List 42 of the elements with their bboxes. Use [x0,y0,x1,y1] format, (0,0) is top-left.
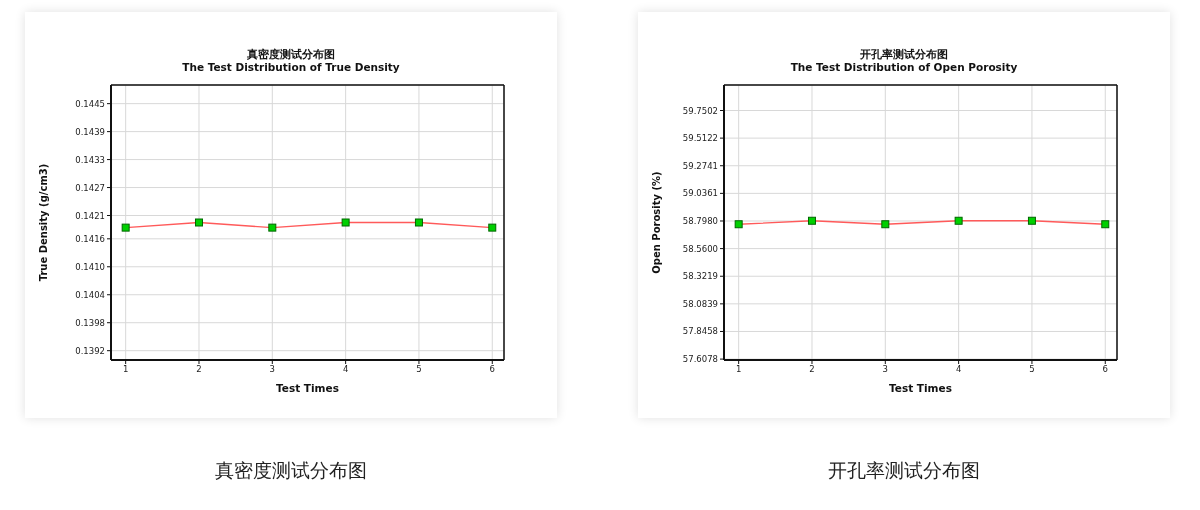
y-tick-label: 59.7502 [682,105,718,116]
y-tick-label: 59.0361 [682,188,718,199]
x-tick-label: 5 [1029,364,1035,375]
x-tick-label: 3 [882,364,889,375]
y-tick-label: 0.1416 [75,233,105,244]
x-axis-title: Test Times [889,382,952,394]
y-axis-title: Open Porosity (%) [650,171,662,274]
x-axis-title: Test Times [276,382,339,394]
text: 真密度测试分布图 [214,458,368,483]
y-tick-label: 58.7980 [682,216,718,227]
x-tick-label: 5 [416,364,422,375]
x-tick-label: 2 [809,364,815,375]
y-tick-label: 0.1427 [75,182,105,193]
y-tick-label: 58.5600 [682,243,718,254]
y-tick-label: 0.1421 [75,210,105,221]
y-tick-label: 0.1439 [75,126,105,137]
chart-subtitle: The Test Distribution of True Density [181,61,401,74]
text: 开孔率测试分布图 [827,458,981,483]
y-tick-label: 0.1433 [75,154,105,165]
y-axis-title: True Density (g/cm3) [37,163,49,282]
x-tick-label: 6 [1102,364,1108,375]
x-tick-label: 4 [955,364,962,375]
y-tick-label: 0.1410 [75,261,105,272]
y-tick-label: 57.6078 [682,354,718,365]
y-tick-label: 57.8458 [682,326,718,337]
chart-title: 开孔率测试分布图 [859,48,949,61]
x-tick-label: 1 [735,364,742,375]
x-tick-label: 2 [196,364,202,375]
x-tick-label: 4 [342,364,349,375]
y-tick-label: 0.1392 [75,345,105,356]
y-tick-label: 0.1445 [75,98,105,109]
y-tick-label: 58.3219 [682,271,718,282]
y-tick-label: 59.5122 [682,133,718,144]
y-tick-label: 58.0839 [682,298,718,309]
y-tick-label: 0.1404 [75,289,105,300]
x-tick-label: 6 [489,364,495,375]
x-tick-label: 3 [269,364,276,375]
y-tick-label: 59.2741 [682,160,718,171]
chart-title: 真密度测试分布图 [246,48,336,61]
chart-subtitle: The Test Distribution of Open Porosity [789,61,1019,74]
x-tick-label: 1 [122,364,129,375]
y-tick-label: 0.1398 [75,317,105,328]
